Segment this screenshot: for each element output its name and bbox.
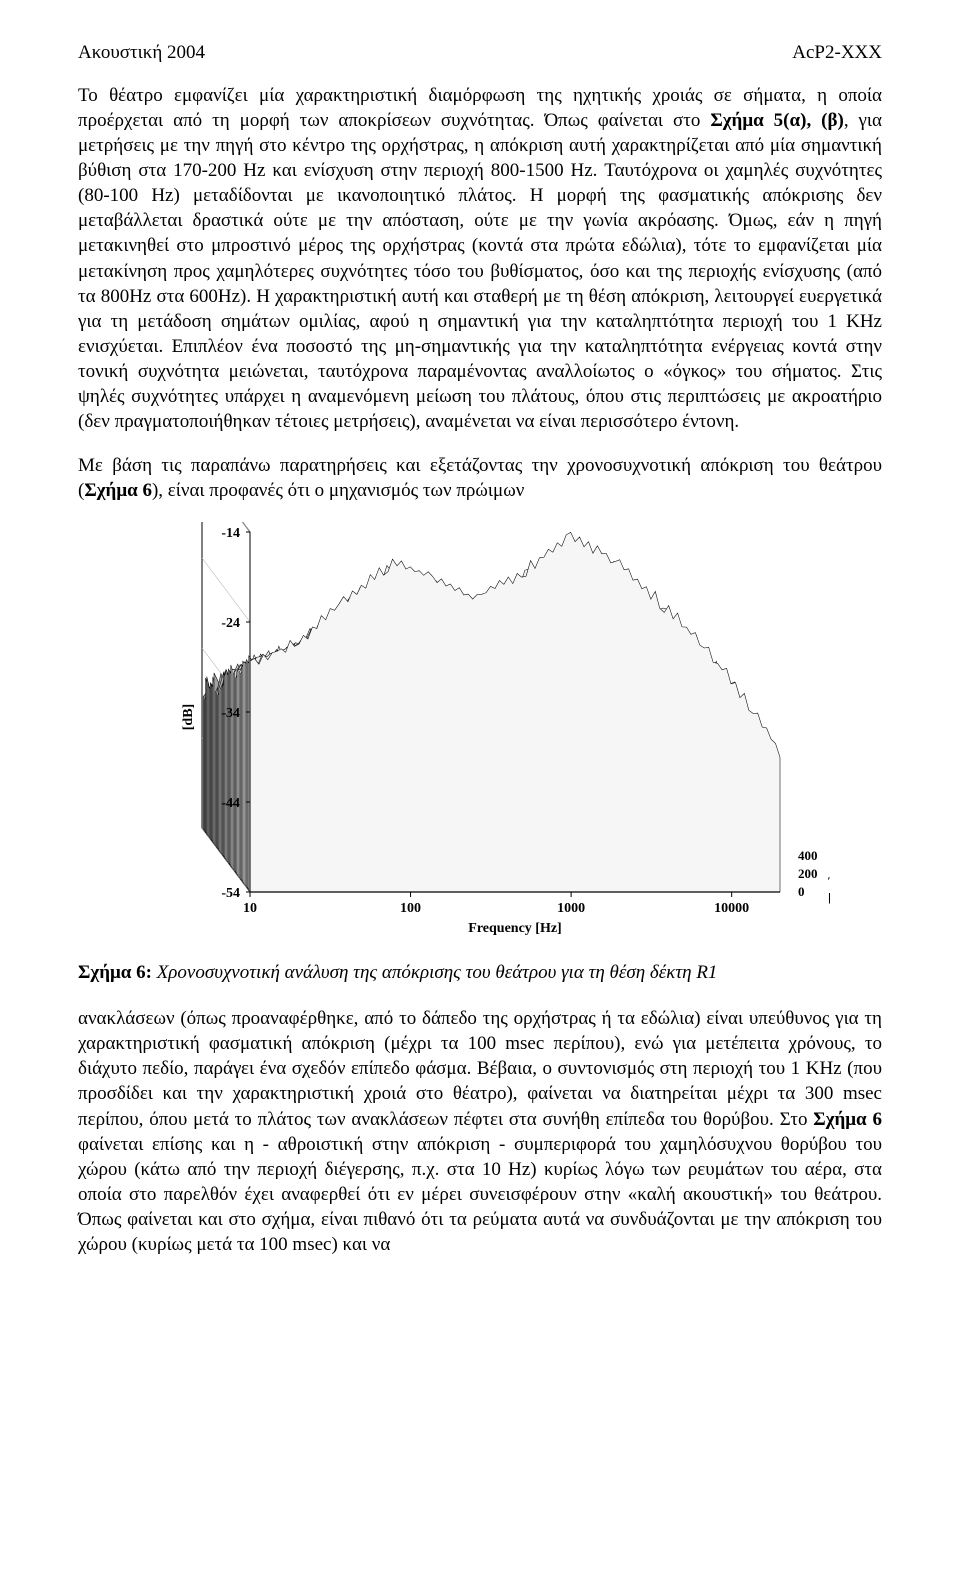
svg-text:Time: Time — [828, 874, 830, 889]
running-header: Ακουστική 2004 AcP2-XXX — [78, 42, 882, 64]
header-right: AcP2-XXX — [792, 42, 882, 64]
paragraph-2: Με βάση τις παραπάνω παρατηρήσεις και εξ… — [78, 453, 882, 503]
svg-text:-44: -44 — [221, 796, 240, 811]
svg-text:-14: -14 — [221, 526, 240, 541]
svg-text:100: 100 — [400, 901, 421, 916]
svg-text:1000: 1000 — [557, 901, 585, 916]
caption-tail: Χρονοσυχνοτική ανάλυση της απόκρισης του… — [152, 962, 717, 983]
figure-6-caption: Σχήμα 6: Χρονοσυχνοτική ανάλυση της απόκ… — [78, 962, 882, 984]
header-left: Ακουστική 2004 — [78, 42, 205, 64]
svg-text:200: 200 — [798, 866, 818, 881]
caption-lead: Σχήμα 6: — [78, 962, 152, 983]
svg-text:-34: -34 — [221, 706, 240, 721]
figure-6: -14 -24 -34 -44 -54 [dB] 10 100 1000 10000 Frequen… — [78, 522, 882, 952]
svg-text:[dB]: [dB] — [181, 704, 196, 730]
paragraph-1: Το θέατρο εμφανίζει μία χαρακτηριστική δ… — [78, 83, 882, 434]
svg-text:-24: -24 — [221, 616, 240, 631]
svg-text:-54: -54 — [221, 886, 240, 901]
svg-text:10000: 10000 — [714, 901, 749, 916]
page: Ακουστική 2004 AcP2-XXX Το θέατρο εμφανί… — [0, 0, 960, 1318]
svg-text:0: 0 — [798, 884, 805, 899]
svg-text:Frequency [Hz]: Frequency [Hz] — [468, 921, 561, 936]
svg-text:400: 400 — [798, 848, 818, 863]
svg-text:[ms]: [ms] — [828, 890, 830, 905]
figure-6-svg: -14 -24 -34 -44 -54 [dB] 10 100 1000 10000 Frequen… — [130, 522, 830, 952]
svg-text:10: 10 — [243, 901, 257, 916]
paragraph-3: ανακλάσεων (όπως προαναφέρθηκε, από το δ… — [78, 1006, 882, 1257]
